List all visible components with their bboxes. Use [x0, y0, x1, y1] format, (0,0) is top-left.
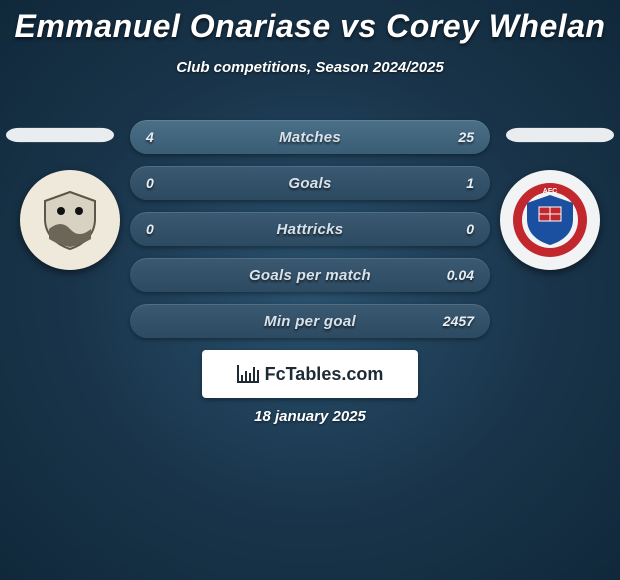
date-text: 18 january 2025 [0, 408, 620, 425]
svg-text:AFC: AFC [543, 188, 557, 195]
brand-box: FcTables.com [202, 350, 418, 398]
stat-value-left: 0 [146, 175, 154, 191]
stat-row: Goals per match 0.04 [130, 258, 490, 292]
player-left-nameplate [6, 128, 114, 142]
stat-row: 4 Matches 25 [130, 120, 490, 154]
stat-value-right: 25 [458, 129, 474, 145]
stat-row: Min per goal 2457 [130, 304, 490, 338]
stat-value-right: 0.04 [447, 267, 474, 283]
stat-value-right: 0 [466, 221, 474, 237]
stat-value-right: 1 [466, 175, 474, 191]
stat-value-left: 4 [146, 129, 154, 145]
player-right-nameplate [506, 128, 614, 142]
page-title: Emmanuel Onariase vs Corey Whelan [0, 0, 620, 45]
stat-label: Hattricks [277, 221, 344, 238]
stat-row: 0 Goals 1 [130, 166, 490, 200]
club-badge-left [20, 170, 120, 270]
stat-label: Matches [279, 129, 341, 146]
stat-value-left: 0 [146, 221, 154, 237]
stat-label: Goals per match [249, 267, 371, 284]
subtitle: Club competitions, Season 2024/2025 [0, 59, 620, 76]
club-badge-right-inner: AFC [507, 177, 593, 263]
stat-label: Goals [288, 175, 331, 192]
stats-rows: 4 Matches 25 0 Goals 1 0 Hattricks 0 Goals per ma… [130, 120, 490, 350]
brand-text: FcTables.com [265, 364, 384, 385]
bar-chart-icon [237, 365, 259, 383]
club-badge-right: AFC [500, 170, 600, 270]
club-badge-left-inner [27, 177, 113, 263]
comparison-card: Emmanuel Onariase vs Corey Whelan Club c… [0, 0, 620, 580]
stat-label: Min per goal [264, 313, 356, 330]
shield-icon [39, 189, 101, 251]
crest-icon: AFC [511, 181, 589, 259]
stat-value-right: 2457 [443, 313, 474, 329]
stat-row: 0 Hattricks 0 [130, 212, 490, 246]
